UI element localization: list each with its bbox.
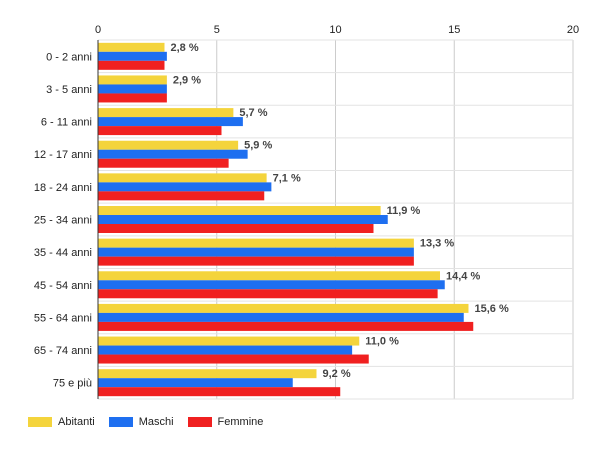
bar-abitanti-9 xyxy=(98,336,360,346)
bar-maschi-0 xyxy=(98,51,167,61)
category-label: 12 - 17 anni xyxy=(34,149,92,161)
bar-femmine-5 xyxy=(98,224,374,233)
bar-femmine-1 xyxy=(98,93,167,103)
legend-label: Femmine xyxy=(217,416,264,428)
bar-abitanti-0 xyxy=(98,42,165,52)
legend-swatch xyxy=(187,417,212,427)
bar-maschi-7 xyxy=(98,280,445,290)
bar-femmine-3 xyxy=(98,158,229,168)
category-label: 25 - 34 anni xyxy=(34,215,92,227)
legend-label: Abitanti xyxy=(58,416,95,428)
data-label: 15,6 % xyxy=(475,303,509,315)
category-label: 35 - 44 anni xyxy=(34,247,92,259)
bar-maschi-5 xyxy=(98,215,388,224)
data-label: 2,8 % xyxy=(171,42,199,54)
bar-abitanti-7 xyxy=(98,271,440,281)
category-label: 45 - 54 anni xyxy=(34,280,92,292)
bar-abitanti-3 xyxy=(98,140,239,150)
bar-maschi-9 xyxy=(98,345,353,355)
category-label: 0 - 2 anni xyxy=(46,51,92,63)
data-label: 5,9 % xyxy=(244,140,272,152)
bar-femmine-8 xyxy=(98,321,474,331)
bar-maschi-2 xyxy=(98,117,243,127)
bar-maschi-6 xyxy=(98,247,414,257)
x-tick-label: 0 xyxy=(95,24,101,36)
legend-item-maschi: Maschi xyxy=(108,416,174,428)
data-label: 7,1 % xyxy=(273,172,301,184)
x-tick-label: 5 xyxy=(214,24,220,36)
bar-femmine-4 xyxy=(98,191,265,201)
category-label: 65 - 74 anni xyxy=(34,345,92,357)
category-label: 75 e più xyxy=(53,378,92,390)
data-label: 14,4 % xyxy=(446,270,480,282)
legend-item-femmine: Femmine xyxy=(187,416,264,428)
data-label: 11,0 % xyxy=(365,336,399,348)
bar-femmine-0 xyxy=(98,60,165,70)
x-tick-label: 15 xyxy=(448,24,460,36)
bar-chart: 0 5 10 15 20 0 - 2 anni 2,8 % 3 - 5 anni 2,9 % 6 … xyxy=(34,24,579,400)
bar-femmine-10 xyxy=(98,387,341,397)
data-label: 9,2 % xyxy=(323,368,351,380)
category-label: 6 - 11 anni xyxy=(41,117,92,129)
data-label: 13,3 % xyxy=(420,238,454,250)
legend-item-abitanti: Abitanti xyxy=(28,416,95,428)
bar-maschi-1 xyxy=(98,84,167,94)
x-tick-label: 10 xyxy=(329,24,341,36)
bar-maschi-4 xyxy=(98,182,272,192)
bar-maschi-8 xyxy=(98,312,464,322)
bar-femmine-7 xyxy=(98,289,438,299)
data-label: 2,9 % xyxy=(173,74,201,86)
legend: Abitanti Maschi Femmine xyxy=(28,416,277,428)
category-label: 3 - 5 anni xyxy=(46,84,92,96)
x-tick-label: 20 xyxy=(567,24,579,36)
bar-femmine-6 xyxy=(98,256,414,266)
data-label: 5,7 % xyxy=(239,107,267,119)
legend-label: Maschi xyxy=(138,416,174,428)
legend-swatch xyxy=(28,417,52,427)
legend-swatch xyxy=(108,417,133,427)
bar-abitanti-8 xyxy=(98,303,469,313)
bar-abitanti-4 xyxy=(98,173,267,183)
bar-maschi-10 xyxy=(98,378,293,388)
bar-abitanti-10 xyxy=(98,369,317,379)
bar-femmine-9 xyxy=(98,354,369,364)
bar-maschi-3 xyxy=(98,149,248,159)
bar-femmine-2 xyxy=(98,126,222,136)
category-label: 55 - 64 anni xyxy=(34,312,92,324)
data-label: 11,9 % xyxy=(387,205,421,217)
bar-abitanti-5 xyxy=(98,206,381,215)
bar-abitanti-1 xyxy=(98,75,167,85)
bar-abitanti-6 xyxy=(98,238,414,248)
bar-abitanti-2 xyxy=(98,108,234,118)
category-label: 18 - 24 anni xyxy=(34,182,92,194)
